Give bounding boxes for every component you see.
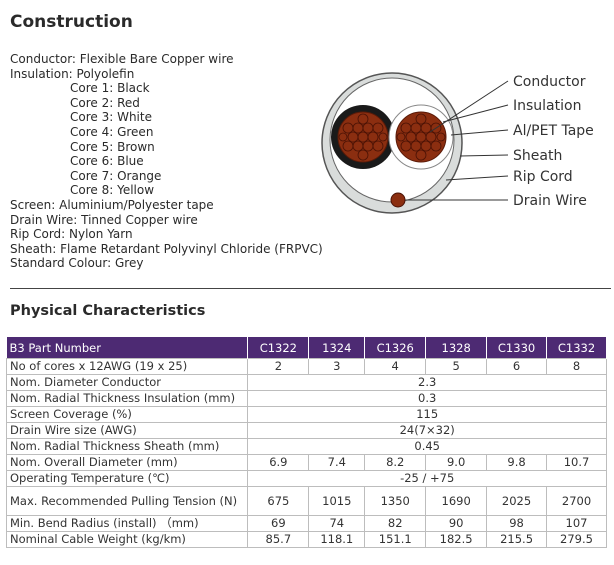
label-sheath: Sheath (513, 148, 562, 164)
table-cell-merged: 0.45 (247, 438, 607, 455)
table-cell: 279.5 (546, 531, 607, 548)
row-label: Nom. Radial Thickness Insulation (mm) (5, 390, 249, 407)
table-row: Nominal Cable Weight (kg/km) 85.7 118.1 151… (5, 531, 607, 548)
table-cell: 107 (546, 515, 607, 532)
row-label: No of cores x 12AWG (19 x 25) (5, 358, 249, 375)
core-black-conductor (337, 111, 389, 163)
core-colour-line: Core 4: Green (70, 124, 154, 139)
table-row: No of cores x 12AWG (19 x 25) 2 3 4 5 6 8 (5, 358, 607, 375)
table-cell-merged: 0.3 (247, 390, 607, 407)
construction-title: Construction (10, 12, 133, 32)
table-cell: 90 (425, 515, 488, 532)
table-row: Nom. Diameter Conductor 2.3 (5, 374, 607, 391)
row-label: Operating Temperature (℃) (5, 470, 249, 487)
table-cell: 215.5 (486, 531, 548, 548)
table-cell: 1350 (364, 486, 427, 516)
table-cell-merged: 115 (247, 406, 607, 423)
table-cell: 1015 (308, 486, 366, 516)
core-colour-line: Core 2: Red (70, 95, 140, 110)
construction-spec-list: Conductor: Flexible Bare Copper wire Ins… (10, 52, 323, 271)
table-cell: 69 (247, 515, 310, 532)
table-row: Nom. Radial Thickness Sheath (mm) 0.45 (5, 438, 607, 455)
table-cell: 10.7 (546, 454, 607, 471)
table-cell: 9.8 (486, 454, 548, 471)
table-cell-merged: 2.3 (247, 374, 607, 391)
row-label: Nom. Diameter Conductor (5, 374, 249, 391)
table-cell: 8 (546, 358, 607, 375)
table-row: Nom. Overall Diameter (mm) 6.9 7.4 8.2 9.0 9.… (5, 454, 607, 471)
table-cell: 118.1 (308, 531, 366, 548)
cable-cross-section-diagram: Conductor Insulation Al/PET Tape Sheath … (321, 72, 594, 214)
table-cell: 3 (308, 358, 366, 375)
core-colour-line: Core 7: Orange (70, 168, 162, 183)
table-cell: 4 (364, 358, 427, 375)
spec-line: Conductor: Flexible Bare Copper wire (10, 52, 234, 66)
table-cell: 182.5 (425, 531, 488, 548)
label-al-pet-tape: Al/PET Tape (513, 123, 594, 139)
table-cell: 5 (425, 358, 488, 375)
spec-line: Rip Cord: Nylon Yarn (10, 227, 133, 242)
row-label: Nom. Radial Thickness Sheath (mm) (5, 438, 249, 455)
core-white-conductor (395, 111, 447, 163)
table-cell: 8.2 (364, 454, 427, 471)
column-header: 1324 (308, 337, 366, 359)
spec-line: Standard Colour: Grey (10, 256, 144, 271)
table-row: Nom. Radial Thickness Insulation (mm) 0.3 (5, 390, 607, 407)
label-rip-cord: Rip Cord (513, 169, 573, 185)
column-header: C1330 (486, 337, 548, 359)
core-colour-line: Core 8: Yellow (70, 183, 155, 198)
table-cell: 2 (247, 358, 310, 375)
table-cell-merged: 24(7×32) (247, 422, 607, 439)
core-black-strands (338, 113, 388, 161)
table-cell: 6.9 (247, 454, 310, 471)
table-row: Operating Temperature (℃) -25 / +75 (5, 470, 607, 487)
table-cell: 6 (486, 358, 548, 375)
core-colour-line: Core 3: White (70, 110, 152, 125)
table-cell: 151.1 (364, 531, 427, 548)
label-insulation: Insulation (513, 98, 581, 114)
table-row: Min. Bend Radius (install) （mm) 69 74 82 90 9… (5, 515, 607, 532)
row-label: Nominal Cable Weight (kg/km) (5, 531, 249, 548)
row-label: Screen Coverage (%) (5, 406, 249, 423)
row-label: Nom. Overall Diameter (mm) (5, 454, 249, 471)
physical-characteristics-title: Physical Characteristics (10, 303, 206, 319)
core-white-strands (396, 113, 446, 161)
row-label: Drain Wire size (AWG) (5, 422, 249, 439)
column-header: C1332 (546, 337, 607, 359)
column-header: C1326 (364, 337, 427, 359)
spec-line: Insulation: Polyolefin (10, 66, 135, 81)
table-cell: 85.7 (247, 531, 310, 548)
spec-line: Screen: Aluminium/Polyester tape (10, 197, 214, 212)
table-cell: 7.4 (308, 454, 366, 471)
core-colour-line: Core 1: Black (70, 81, 150, 96)
table-cell: 1690 (425, 486, 488, 516)
table-header-row: B3 Part Number C1322 1324 C1326 1328 C13… (6, 337, 607, 359)
core-colour-line: Core 6: Blue (70, 154, 144, 169)
table-row: Screen Coverage (%) 115 (5, 406, 607, 423)
table-cell: 74 (308, 515, 366, 532)
core-colour-line: Core 5: Brown (70, 139, 155, 154)
table-cell: 675 (247, 486, 310, 516)
drain-wire (390, 192, 406, 208)
section-divider (10, 288, 611, 289)
label-drain-wire: Drain Wire (513, 193, 587, 209)
table-cell: 2700 (546, 486, 607, 516)
table-cell: 2025 (486, 486, 548, 516)
row-label: Max. Recommended Pulling Tension (N) (5, 486, 249, 516)
table-cell-merged: -25 / +75 (247, 470, 607, 487)
column-header: C1322 (247, 337, 310, 359)
table-cell: 82 (364, 515, 427, 532)
spec-line: Sheath: Flame Retardant Polyvinyl Chlori… (10, 241, 323, 256)
column-header: B3 Part Number (6, 337, 249, 359)
spec-line: Drain Wire: Tinned Copper wire (10, 212, 198, 227)
table-cell: 9.0 (425, 454, 488, 471)
column-header: 1328 (425, 337, 488, 359)
row-label: Min. Bend Radius (install) （mm) (5, 515, 249, 532)
leader-lines (405, 80, 509, 201)
physical-characteristics-table: B3 Part Number C1322 1324 C1326 1328 C13… (5, 337, 607, 548)
table-cell: 98 (486, 515, 548, 532)
table-row: Max. Recommended Pulling Tension (N) 675 1… (5, 486, 607, 516)
table-row: Drain Wire size (AWG) 24(7×32) (5, 422, 607, 439)
label-conductor: Conductor (513, 74, 586, 90)
